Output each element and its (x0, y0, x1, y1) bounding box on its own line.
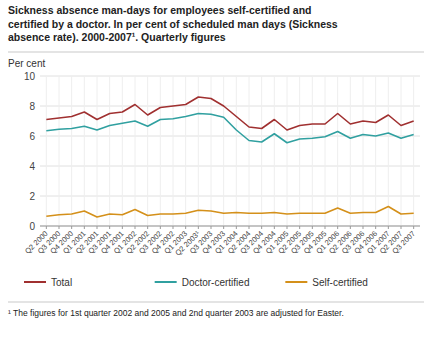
grid (40, 76, 420, 226)
chart: Sickness absence man-days for employees … (0, 0, 432, 341)
y-tick-label: 8 (29, 101, 35, 112)
x-grid-line (122, 76, 123, 226)
title-line: certified by a doctor. In per cent of sc… (8, 18, 338, 30)
title-line: absence rate). 2000-2007¹. Quarterly fig… (8, 31, 226, 43)
x-grid-line (135, 76, 136, 226)
x-axis (40, 226, 420, 227)
legend: Total Doctor-certified Self-certified (24, 277, 368, 288)
x-grid-line (413, 76, 414, 226)
x-grid-line (388, 76, 389, 226)
x-grid-line (198, 76, 199, 226)
x-grid-line (363, 76, 364, 226)
x-grid-line (97, 76, 98, 226)
x-grid-line (375, 76, 376, 226)
x-grid-line (261, 76, 262, 226)
x-tick-label: Q3 2007 (390, 229, 417, 256)
legend-label: Total (51, 277, 72, 288)
title: Sickness absence man-days for employees … (8, 4, 338, 43)
x-grid-line (84, 76, 85, 226)
x-grid-line (46, 76, 47, 226)
x-grid-line (160, 76, 161, 226)
y-tick-label: 10 (24, 71, 36, 82)
y-grid-line (40, 226, 420, 227)
x-grid-line (337, 76, 338, 226)
x-grid-line (236, 76, 237, 226)
series-lines (46, 97, 413, 217)
separator (8, 302, 424, 303)
x-grid-line (173, 76, 174, 226)
x-grid-line (71, 76, 72, 226)
x-grid-line (299, 76, 300, 226)
footnote: ¹ The figures for 1st quarter 2002 and 2… (8, 308, 344, 318)
x-grid-line (249, 76, 250, 226)
x-grid-line (312, 76, 313, 226)
series-line (46, 114, 413, 143)
y-tick-label: 4 (29, 161, 35, 172)
legend-label: Doctor-certified (182, 277, 250, 288)
legend-swatch (155, 281, 177, 283)
x-grid-line (223, 76, 224, 226)
x-grid-line (350, 76, 351, 226)
x-grid-line (401, 76, 402, 226)
y-tick-label: 6 (29, 131, 35, 142)
y-tick-label: 2 (29, 191, 35, 202)
series-line (46, 97, 413, 130)
legend-swatch (285, 281, 307, 283)
title-line: Sickness absence man-days for employees … (8, 4, 311, 16)
x-grid-line (147, 76, 148, 226)
legend-swatch (24, 281, 46, 283)
x-grid-line (325, 76, 326, 226)
x-grid-line (109, 76, 110, 226)
y-tick-label: 0 (29, 221, 35, 232)
x-grid-line (59, 76, 60, 226)
x-grid-line (185, 76, 186, 226)
legend-label: Self-certified (312, 277, 368, 288)
separator (8, 52, 424, 53)
x-grid-line (287, 76, 288, 226)
series-line (46, 207, 413, 218)
y-axis-label: Per cent (8, 58, 45, 69)
x-grid-line (274, 76, 275, 226)
